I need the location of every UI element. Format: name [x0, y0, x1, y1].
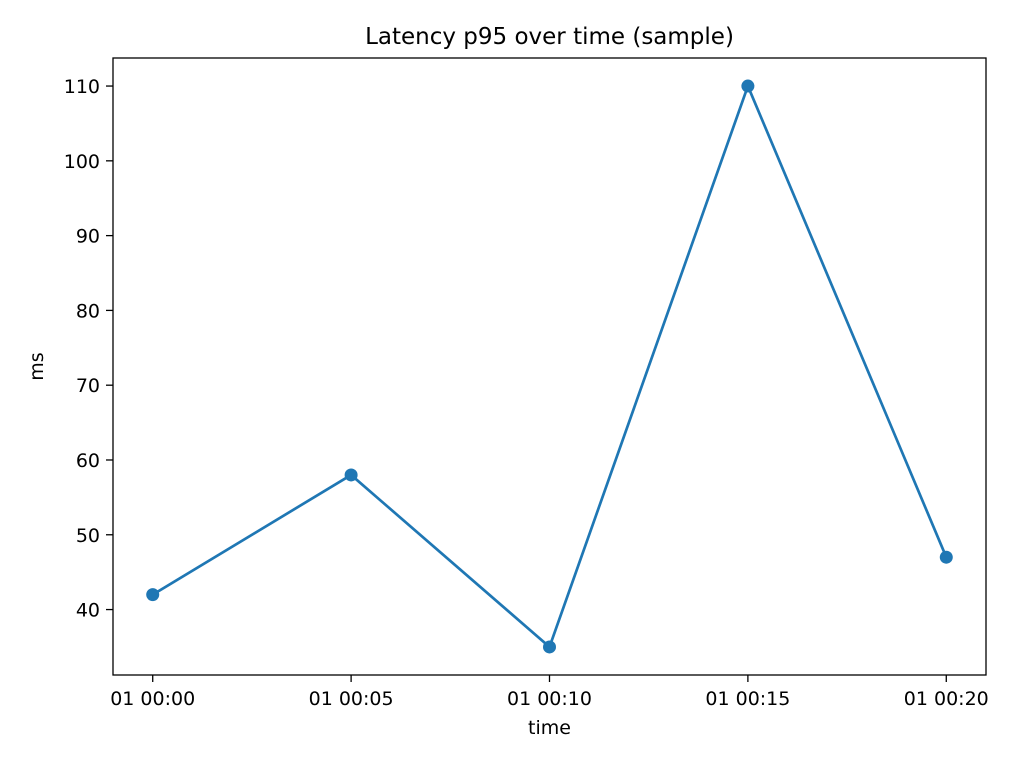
axes-frame — [112, 57, 987, 676]
y-tick-label: 50 — [76, 525, 100, 547]
x-axis: 01 00:00 01 00:05 01 00:10 01 00:15 01 00:20 — [110, 675, 989, 710]
x-tick-label: 01 00:15 — [705, 688, 790, 710]
data-point — [543, 640, 556, 654]
x-tick-label: 01 00:10 — [507, 688, 592, 710]
x-tick-label: 01 00:00 — [110, 688, 195, 710]
y-axis-label: ms — [26, 352, 48, 380]
chart-title: Latency p95 over time (sample) — [365, 24, 734, 50]
x-tick-label: 01 00:20 — [904, 688, 989, 710]
y-tick-label: 40 — [76, 600, 100, 622]
data-point — [344, 468, 358, 482]
y-tick-label: 80 — [76, 300, 100, 322]
y-tick-label: 70 — [76, 375, 100, 397]
plot-area — [146, 79, 953, 654]
x-tick-label: 01 00:05 — [309, 688, 394, 710]
x-axis-label: time — [528, 717, 571, 739]
data-point — [939, 550, 953, 564]
y-tick-label: 90 — [76, 226, 100, 248]
y-tick-label: 100 — [64, 151, 100, 173]
y-axis: 40 50 60 70 80 90 100 110 — [64, 76, 113, 622]
y-tick-label: 110 — [64, 76, 100, 98]
data-point — [741, 79, 755, 93]
y-tick-label: 60 — [76, 450, 100, 472]
data-point — [146, 588, 160, 602]
